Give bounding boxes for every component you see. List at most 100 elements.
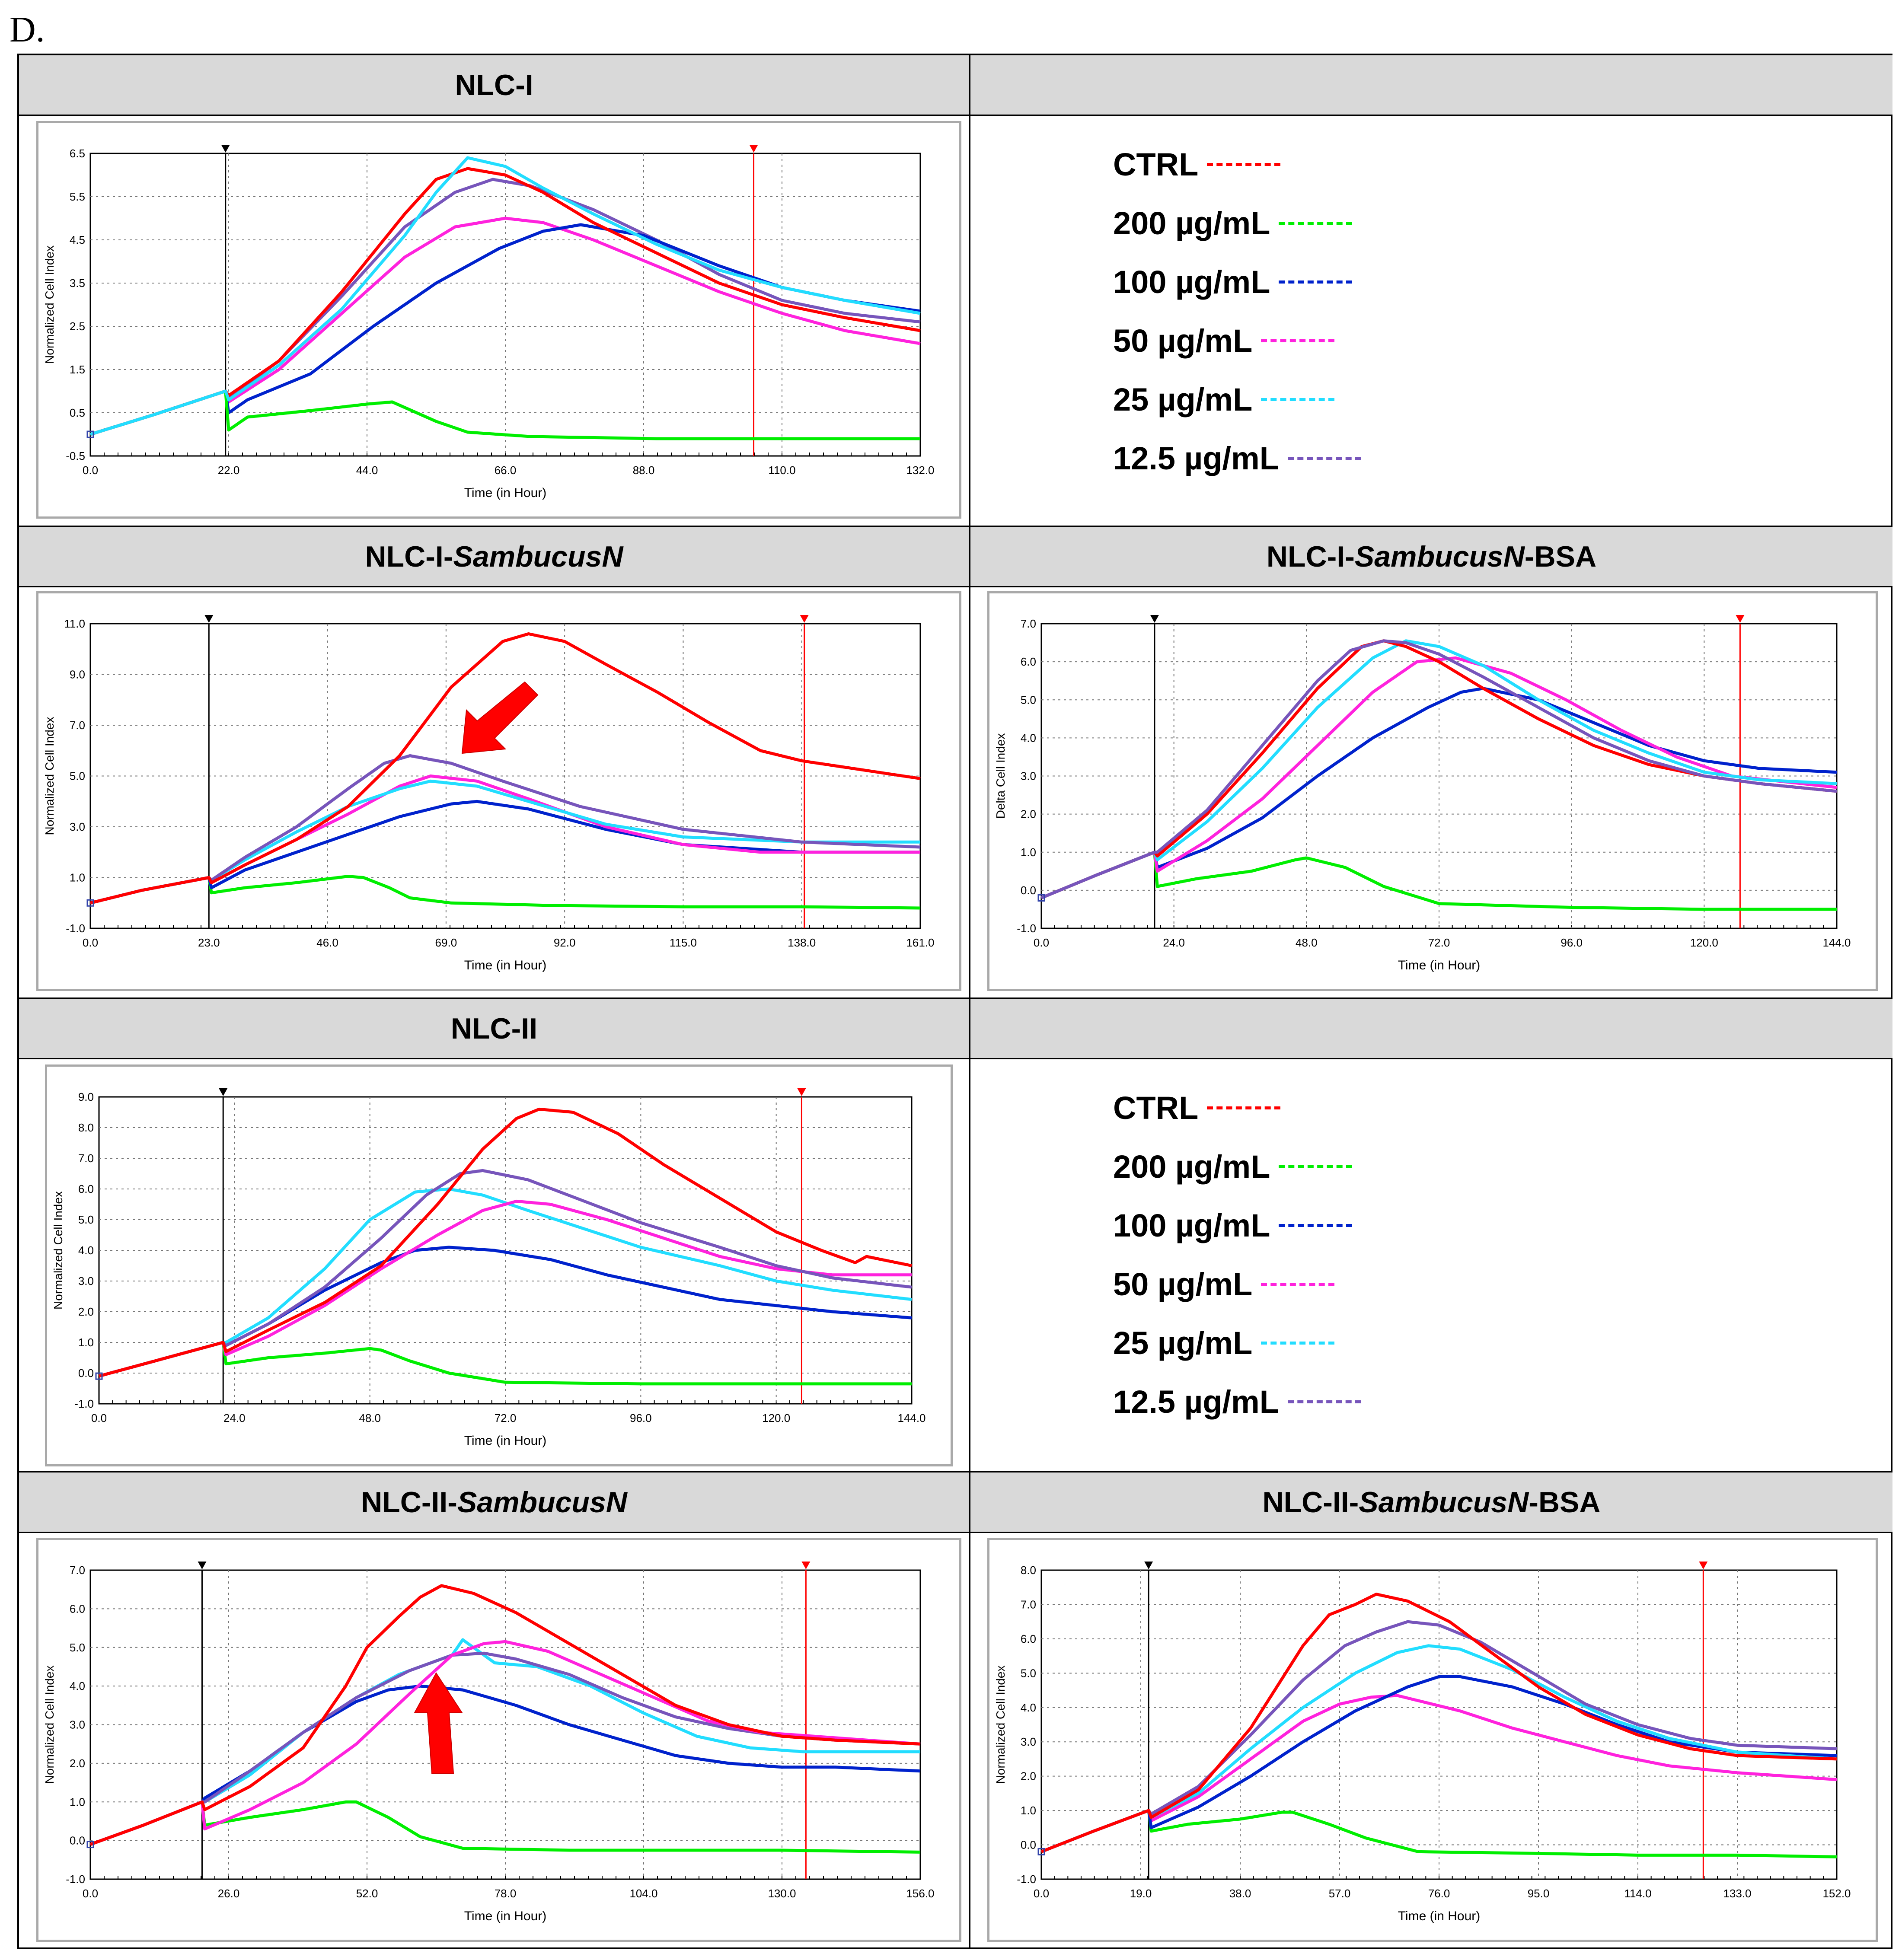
marker-triangle-black bbox=[221, 145, 230, 153]
marker-triangle-black bbox=[204, 615, 214, 623]
series-line-ctrl bbox=[1040, 639, 1837, 899]
x-tick-label: 24.0 bbox=[223, 1412, 246, 1425]
legend-top-entry-2: 100 µg/mL bbox=[1113, 264, 1353, 300]
legend-top-label: 50 µg/mL bbox=[1113, 323, 1253, 359]
x-tick-label: 48.0 bbox=[359, 1412, 381, 1425]
x-tick-label: 152.0 bbox=[1822, 1887, 1851, 1900]
chart-nlc2: 0.0 24.0 48.0 72.0 96.0 120.0 144.0 -1.0 0.0 1.0 2… bbox=[51, 1088, 926, 1448]
header-nlc2: NLC-II bbox=[19, 999, 969, 1059]
y-tick-label: 3.5 bbox=[70, 277, 85, 290]
y-tick-label: 0.0 bbox=[1021, 1839, 1036, 1852]
y-tick-label: 9.0 bbox=[70, 668, 85, 681]
start-point bbox=[86, 899, 94, 907]
y-tick-label: 2.0 bbox=[70, 1757, 85, 1770]
y-tick-label: -0.5 bbox=[66, 449, 85, 462]
x-tick-label: 46.0 bbox=[316, 936, 338, 949]
y-tick-label: 0.0 bbox=[78, 1367, 94, 1380]
x-tick-label: 69.0 bbox=[435, 936, 457, 949]
y-tick-label: 4.0 bbox=[70, 1680, 85, 1692]
y-tick-label: 1.0 bbox=[70, 1795, 85, 1808]
chart-nlc1-sn: 0.0 23.0 46.0 69.0 92.0 115.0 138.0 161.0 -1.0 1.… bbox=[43, 615, 935, 972]
legend-bottom-entry-0: CTRL bbox=[1113, 1090, 1281, 1126]
y-tick-label: 0.0 bbox=[1021, 884, 1036, 897]
header-nlc2-sambucusn-bsa: NLC-II- SambucusN -BSA bbox=[970, 1472, 1892, 1533]
legend-bottom-entry-5: 12.5 µg/mL bbox=[1113, 1383, 1361, 1420]
legend-bottom-label: 100 µg/mL bbox=[1113, 1208, 1270, 1243]
x-tick-label: 138.0 bbox=[788, 936, 816, 949]
y-tick-label: -1.0 bbox=[1017, 1873, 1036, 1886]
marker-triangle-red bbox=[800, 615, 809, 623]
header-nlc1-sambucusn-bsa: NLC-I- SambucusN -BSA bbox=[970, 527, 1892, 587]
x-tick-label: 95.0 bbox=[1528, 1887, 1550, 1900]
y-tick-label: 0.0 bbox=[70, 1834, 85, 1847]
chart-frame-nlc1-sn-bsa: 0.0 24.0 48.0 72.0 96.0 120.0 144.0 -1.0 0.0 1.0 2… bbox=[987, 591, 1878, 991]
x-tick-label: 48.0 bbox=[1296, 936, 1318, 949]
marker-triangle-red bbox=[797, 1088, 806, 1096]
x-axis-label: Time (in Hour) bbox=[1398, 958, 1481, 972]
y-tick-label: 7.0 bbox=[70, 1564, 85, 1577]
y-tick-label: 2.0 bbox=[1021, 808, 1036, 821]
column-divider bbox=[969, 55, 970, 1948]
x-tick-label: 96.0 bbox=[630, 1412, 652, 1425]
x-tick-label: 26.0 bbox=[218, 1887, 240, 1900]
y-axis-label: Normalized Cell Index bbox=[994, 1666, 1007, 1784]
chart-frame-nlc2-sn: 0.0 26.0 52.0 78.0 104.0 130.0 156.0 -1.0 0.0 1.0… bbox=[36, 1538, 961, 1942]
chart-nlc2-sn-bsa: 0.0 19.0 38.0 57.0 76.0 95.0 114.0 133.0 152.0 -1… bbox=[994, 1562, 1851, 1923]
x-tick-label: 22.0 bbox=[218, 464, 240, 477]
x-tick-label: 0.0 bbox=[91, 1412, 107, 1425]
marker-triangle-black bbox=[1144, 1562, 1153, 1569]
y-axis-label: Normalized Cell Index bbox=[43, 1666, 56, 1784]
x-tick-label: 156.0 bbox=[906, 1887, 934, 1900]
y-tick-label: 1.0 bbox=[78, 1336, 94, 1349]
x-tick-label: 88.0 bbox=[633, 464, 655, 477]
legend-top-entry-0: CTRL bbox=[1113, 146, 1281, 183]
series-line-12-5-g-ml bbox=[1040, 639, 1837, 899]
y-tick-label: 0.5 bbox=[70, 406, 85, 419]
series-line-100-g-ml bbox=[1040, 1675, 1837, 1853]
x-axis-label: Time (in Hour) bbox=[1398, 1909, 1481, 1923]
y-tick-label: 1.5 bbox=[70, 363, 85, 376]
y-tick-label: 6.5 bbox=[70, 147, 85, 160]
x-tick-label: 0.0 bbox=[1034, 936, 1049, 949]
y-tick-label: 3.0 bbox=[70, 820, 85, 833]
marker-triangle-black bbox=[219, 1088, 228, 1096]
y-tick-label: 4.5 bbox=[70, 233, 85, 246]
y-tick-label: 4.0 bbox=[78, 1244, 94, 1257]
y-tick-label: 6.0 bbox=[1021, 1632, 1036, 1645]
x-tick-label: 161.0 bbox=[906, 936, 934, 949]
legend-top-entry-1: 200 µg/mL bbox=[1113, 205, 1353, 242]
series-line-50-g-ml bbox=[1040, 656, 1837, 899]
x-tick-label: 120.0 bbox=[762, 1412, 790, 1425]
red-arrow-annotation bbox=[461, 681, 539, 754]
x-tick-label: 130.0 bbox=[768, 1887, 796, 1900]
legend-bottom-swatch bbox=[1287, 1400, 1361, 1403]
header-nlc1: NLC-I bbox=[19, 55, 969, 116]
legend-bottom-entry-3: 50 µg/mL bbox=[1113, 1266, 1335, 1303]
y-tick-label: 5.5 bbox=[70, 190, 85, 203]
start-point bbox=[95, 1372, 103, 1380]
marker-triangle-red bbox=[801, 1562, 811, 1569]
legend-top-entry-5: 12.5 µg/mL bbox=[1113, 440, 1361, 477]
y-tick-label: 3.0 bbox=[70, 1718, 85, 1731]
start-point bbox=[1037, 894, 1045, 902]
legend-bottom-entry-2: 100 µg/mL bbox=[1113, 1207, 1353, 1244]
legend-bottom-label: 25 µg/mL bbox=[1113, 1325, 1253, 1361]
x-tick-label: 19.0 bbox=[1130, 1887, 1152, 1900]
legend-bottom-swatch bbox=[1279, 1224, 1353, 1227]
series-line-ctrl bbox=[90, 632, 921, 905]
marker-triangle-red bbox=[1699, 1562, 1708, 1569]
header-nlc1-sambucusn: NLC-I- SambucusN bbox=[19, 527, 969, 587]
legend-top-entry-3: 50 µg/mL bbox=[1113, 322, 1335, 359]
y-tick-label: 7.0 bbox=[70, 719, 85, 732]
y-tick-label: 11.0 bbox=[64, 617, 85, 630]
chart-nlc2-sn: 0.0 26.0 52.0 78.0 104.0 130.0 156.0-1.00.01.0… bbox=[43, 1562, 935, 1923]
y-tick-label: 5.0 bbox=[70, 770, 85, 783]
x-tick-label: 96.0 bbox=[1561, 936, 1583, 949]
y-tick-label: 9.0 bbox=[78, 1090, 94, 1103]
y-tick-label: 6.0 bbox=[70, 1602, 85, 1615]
row-divider-1 bbox=[19, 526, 1891, 527]
x-tick-label: 38.0 bbox=[1229, 1887, 1251, 1900]
x-tick-label: 104.0 bbox=[629, 1887, 657, 1900]
x-tick-label: 78.0 bbox=[495, 1887, 517, 1900]
y-tick-label: 2.0 bbox=[1021, 1770, 1036, 1783]
